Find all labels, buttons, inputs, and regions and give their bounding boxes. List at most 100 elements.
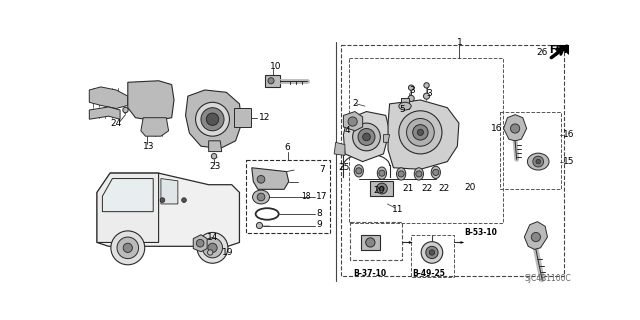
Polygon shape — [90, 87, 128, 108]
Text: 10: 10 — [269, 62, 281, 71]
Circle shape — [433, 169, 439, 175]
Polygon shape — [234, 108, 251, 127]
Bar — [349, 222, 402, 260]
Circle shape — [356, 168, 362, 174]
Bar — [341, 44, 564, 276]
Ellipse shape — [354, 165, 364, 177]
Circle shape — [363, 133, 371, 141]
Text: 19: 19 — [221, 248, 233, 257]
Circle shape — [379, 170, 385, 176]
Circle shape — [208, 243, 217, 252]
Text: 7: 7 — [319, 165, 324, 174]
Bar — [371, 181, 394, 196]
Circle shape — [413, 124, 428, 140]
Polygon shape — [209, 141, 221, 152]
Circle shape — [257, 193, 265, 201]
Circle shape — [406, 118, 435, 146]
Polygon shape — [102, 179, 153, 212]
Text: 14: 14 — [207, 233, 218, 242]
Circle shape — [206, 113, 219, 125]
Text: SJC4B1100C: SJC4B1100C — [524, 274, 571, 283]
Text: 9: 9 — [316, 220, 322, 229]
Circle shape — [211, 154, 217, 159]
Polygon shape — [383, 135, 390, 142]
Text: 20: 20 — [373, 186, 385, 195]
Polygon shape — [344, 112, 363, 131]
Text: 15: 15 — [563, 157, 574, 166]
Polygon shape — [344, 112, 390, 162]
Bar — [411, 235, 454, 277]
Bar — [349, 58, 503, 223]
Circle shape — [376, 183, 387, 194]
Circle shape — [196, 239, 204, 247]
Circle shape — [117, 237, 139, 259]
Circle shape — [202, 238, 223, 258]
Polygon shape — [409, 241, 413, 244]
Polygon shape — [460, 241, 464, 244]
Polygon shape — [388, 100, 459, 169]
Text: 22: 22 — [421, 184, 433, 193]
Circle shape — [398, 171, 404, 177]
Circle shape — [257, 222, 262, 228]
Polygon shape — [90, 107, 120, 119]
Text: 3: 3 — [426, 89, 431, 98]
Text: 22: 22 — [438, 184, 449, 193]
Circle shape — [424, 93, 429, 99]
Circle shape — [380, 186, 384, 191]
Polygon shape — [186, 90, 242, 148]
Ellipse shape — [431, 166, 440, 179]
Circle shape — [408, 95, 414, 101]
Text: 2: 2 — [353, 99, 358, 108]
Circle shape — [201, 108, 224, 131]
Text: 6: 6 — [284, 143, 290, 152]
Text: 16: 16 — [490, 124, 502, 133]
Text: FR.: FR. — [549, 45, 567, 55]
Circle shape — [348, 117, 357, 126]
Circle shape — [196, 102, 230, 136]
Text: 16: 16 — [563, 130, 574, 139]
Text: 20: 20 — [464, 182, 476, 191]
Polygon shape — [141, 118, 168, 136]
Text: 24: 24 — [110, 119, 122, 128]
Ellipse shape — [378, 167, 387, 179]
Ellipse shape — [414, 168, 424, 180]
Text: B-53-10: B-53-10 — [464, 228, 497, 237]
Circle shape — [408, 85, 414, 90]
Circle shape — [207, 250, 213, 255]
Text: 1: 1 — [456, 38, 462, 47]
Text: 3: 3 — [409, 86, 415, 95]
Ellipse shape — [399, 102, 411, 110]
Polygon shape — [524, 222, 547, 249]
Polygon shape — [334, 142, 345, 156]
Polygon shape — [97, 173, 159, 243]
Circle shape — [123, 107, 128, 113]
Text: 17: 17 — [316, 192, 328, 201]
Text: 11: 11 — [392, 205, 403, 214]
Circle shape — [182, 198, 186, 203]
Circle shape — [511, 124, 520, 133]
Circle shape — [417, 129, 424, 135]
Text: 25: 25 — [338, 163, 349, 172]
Polygon shape — [557, 44, 569, 55]
Polygon shape — [161, 179, 178, 204]
Polygon shape — [97, 173, 239, 246]
Circle shape — [424, 83, 429, 88]
Circle shape — [426, 246, 438, 259]
Polygon shape — [193, 235, 207, 252]
Bar — [265, 75, 280, 87]
Ellipse shape — [397, 168, 406, 180]
Circle shape — [111, 231, 145, 265]
Circle shape — [429, 250, 435, 255]
Ellipse shape — [527, 153, 549, 170]
Circle shape — [268, 78, 274, 84]
Ellipse shape — [253, 190, 269, 204]
Circle shape — [421, 242, 443, 263]
Text: 18: 18 — [301, 192, 310, 201]
Circle shape — [531, 232, 541, 242]
Polygon shape — [504, 115, 527, 141]
Text: 12: 12 — [259, 113, 270, 122]
Text: 23: 23 — [209, 163, 221, 172]
Text: B-37-10: B-37-10 — [353, 269, 387, 278]
Text: 8: 8 — [316, 209, 322, 218]
Circle shape — [399, 111, 442, 154]
